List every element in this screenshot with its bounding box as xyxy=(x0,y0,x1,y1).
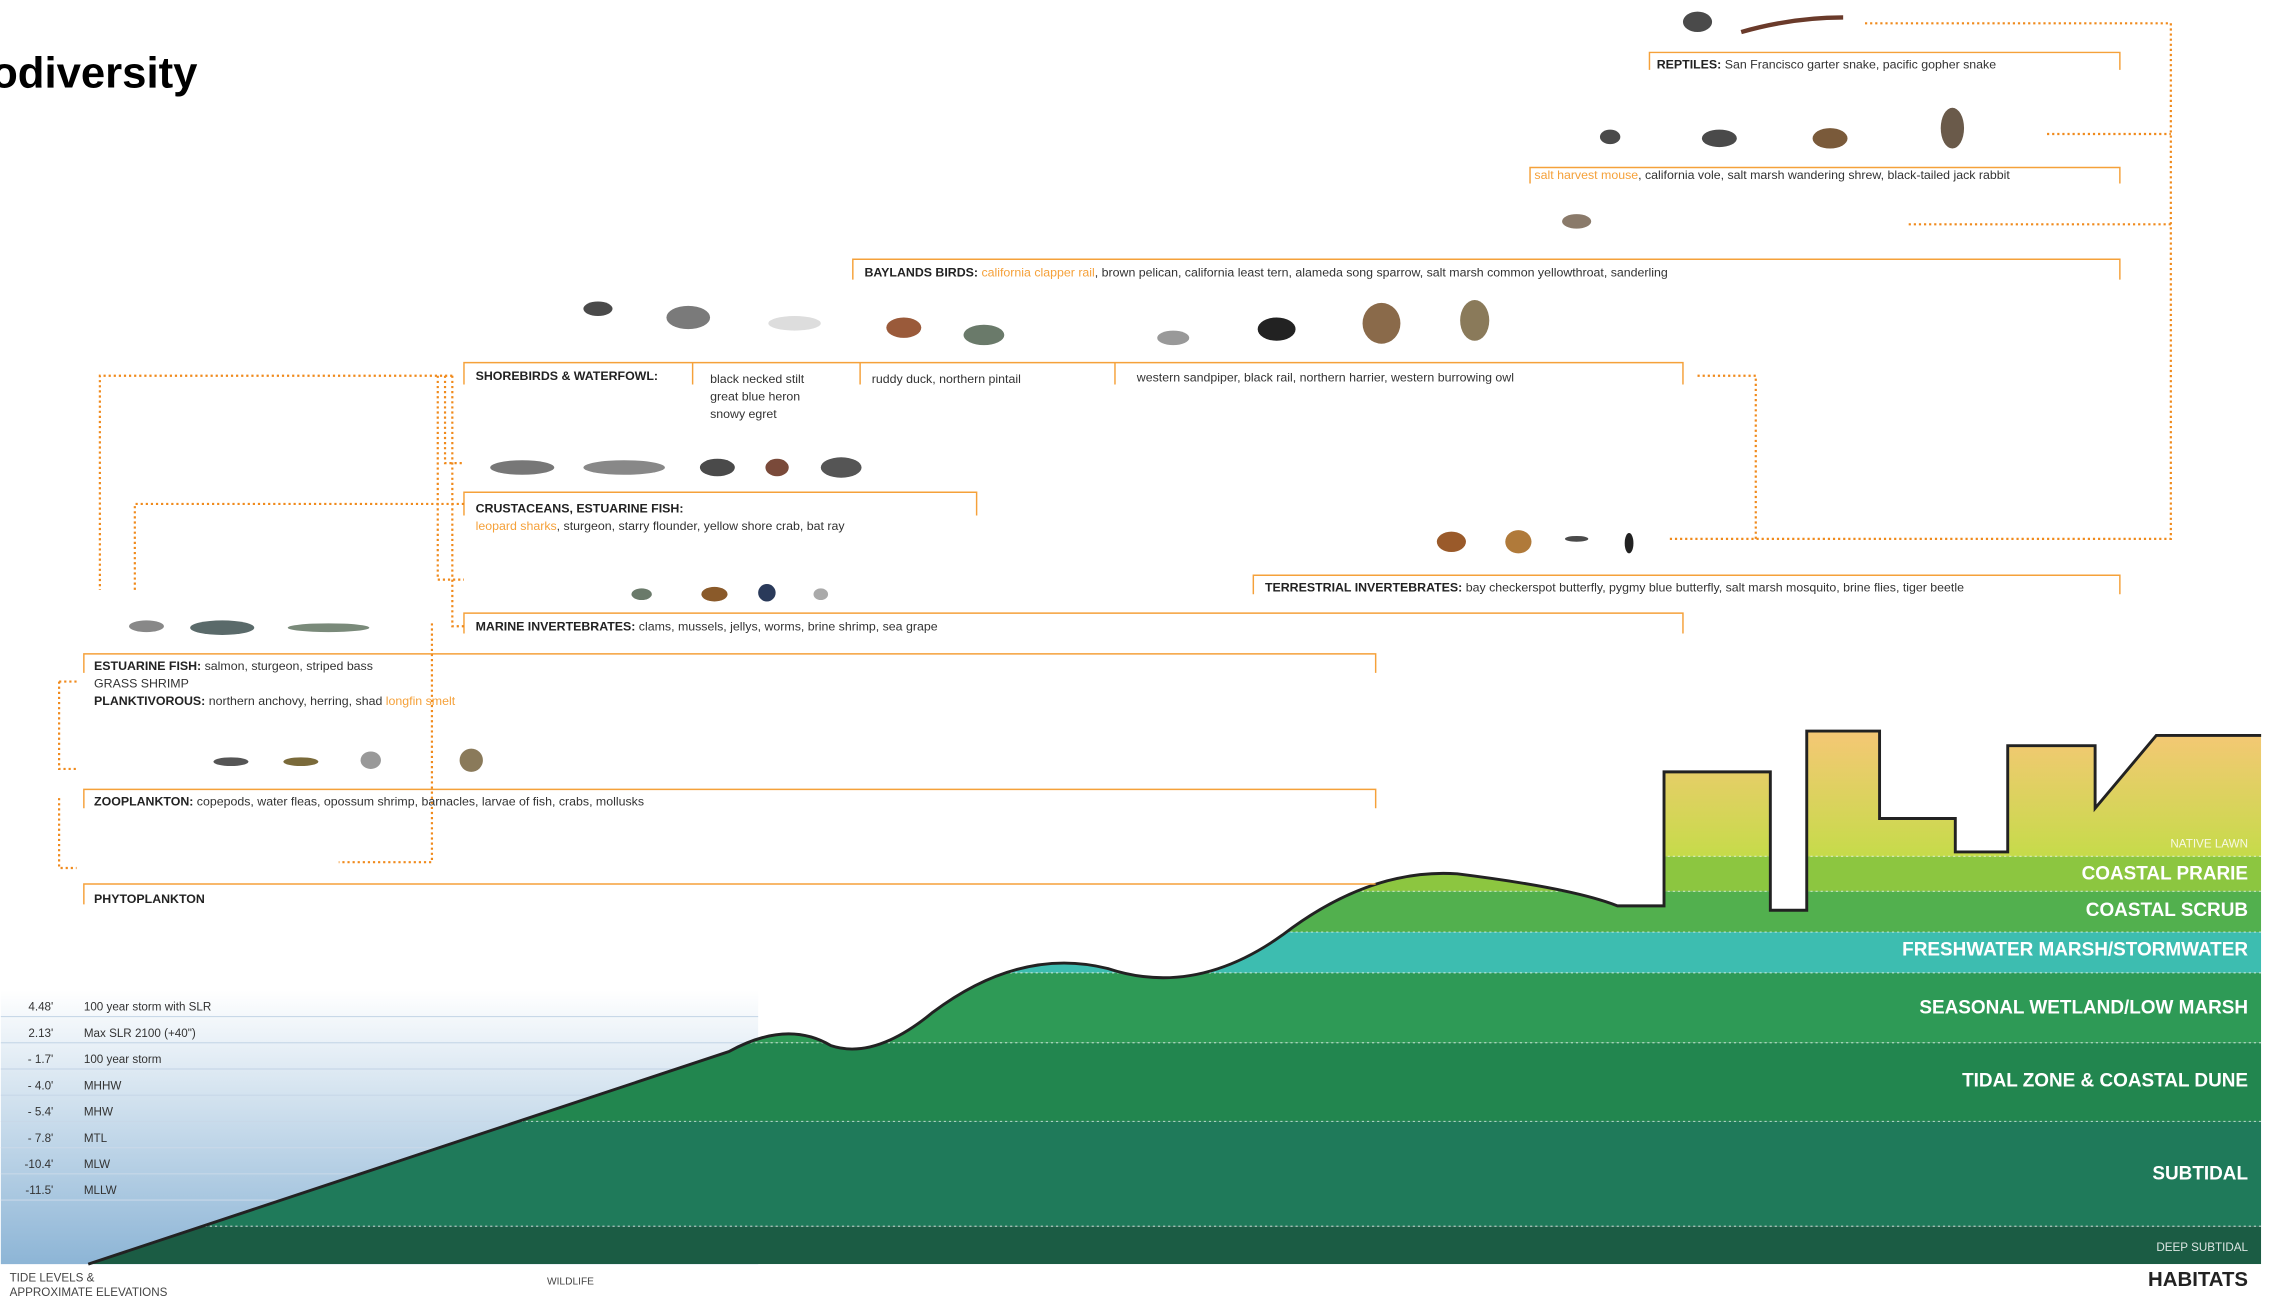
species: copepods, water fleas, opossum shrimp, b… xyxy=(197,794,644,808)
highlight: california clapper rail xyxy=(981,266,1094,280)
group-label: SHOREBIRDS & WATERFOWL: xyxy=(476,369,658,383)
title: Biodiversity xyxy=(0,48,198,97)
reptiles: REPTILES: San Francisco garter snake, pa… xyxy=(1657,57,1996,71)
tide-name: MHW xyxy=(84,1106,113,1119)
tide-elevation: -10.4' xyxy=(25,1158,54,1171)
species: , california vole, salt marsh wandering … xyxy=(1638,168,2010,182)
tide-name: MHHW xyxy=(84,1079,122,1092)
baylands-birds: BAYLANDS BIRDS: california clapper rail,… xyxy=(864,266,1667,280)
highlight: salt harvest mouse xyxy=(1534,168,1638,182)
tide-name: MLW xyxy=(84,1158,110,1171)
habitat-band xyxy=(1,728,2273,856)
habitat-band xyxy=(1,856,2273,891)
zooplankton: ZOOPLANKTON: copepods, water fleas, opos… xyxy=(94,794,644,808)
tide-elevation: - 5.4' xyxy=(28,1106,54,1119)
group-label: CRUSTACEANS, ESTUARINE FISH: xyxy=(476,502,684,516)
terrestrial: TERRESTRIAL INVERTEBRATES: bay checkersp… xyxy=(1265,580,1964,594)
page: Biodiversity 4.48' 100 year storm with SL… xyxy=(0,0,2278,1302)
habitat-label: SEASONAL WETLAND/LOW MARSH xyxy=(1919,998,2248,1019)
species: snowy egret xyxy=(710,407,777,421)
footer-tide: APPROXIMATE ELEVATIONS xyxy=(10,1286,168,1299)
species: San Francisco garter snake, pacific goph… xyxy=(1725,57,1996,71)
footer-tide: TIDE LEVELS & xyxy=(10,1272,95,1285)
crustaceans: leopard sharks, sturgeon, starry flounde… xyxy=(476,519,846,533)
habitat-label: SUBTIDAL xyxy=(2152,1164,2248,1185)
habitat-band xyxy=(1,891,2273,932)
wildlife-icons xyxy=(129,12,1964,772)
habitat-label: NATIVE LAWN xyxy=(2170,838,2248,851)
estuarine-fish: ESTUARINE FISH: salmon, sturgeon, stripe… xyxy=(94,659,373,673)
highlight: longfin smelt xyxy=(386,694,456,708)
planktivorous: PLANKTIVOROUS: northern anchovy, herring… xyxy=(94,694,456,708)
group-label: ESTUARINE FISH: xyxy=(94,659,201,673)
footer-wildlife: WILDLIFE xyxy=(547,1277,594,1288)
habitat-label: COASTAL PRARIE xyxy=(2082,864,2248,885)
tide-name: 100 year storm with SLR xyxy=(84,1001,211,1014)
species: black necked stilt xyxy=(710,372,805,386)
habitat-label: FRESHWATER MARSH/STORMWATER xyxy=(1902,939,2248,960)
species: ruddy duck, northern pintail xyxy=(872,372,1021,386)
tide-name: MLLW xyxy=(84,1184,117,1197)
species: northern anchovy, herring, shad xyxy=(209,694,383,708)
group-label: PHYTOPLANKTON xyxy=(94,892,205,906)
tide-elevation: -11.5' xyxy=(25,1184,53,1197)
tide-name: MTL xyxy=(84,1132,108,1145)
group-label: BAYLANDS BIRDS: xyxy=(864,266,978,280)
species: , sturgeon, starry flounder, yellow shor… xyxy=(557,519,846,533)
group-label: ZOOPLANKTON: xyxy=(94,794,193,808)
species: salmon, sturgeon, striped bass xyxy=(205,659,373,673)
habitat-label: DEEP SUBTIDAL xyxy=(2156,1241,2248,1254)
footer-habitats: HABITATS xyxy=(2148,1269,2248,1291)
tide-elevation: - 4.0' xyxy=(28,1079,54,1092)
tide-elevation: 4.48' xyxy=(28,1001,53,1014)
tide-name: 100 year storm xyxy=(84,1053,162,1066)
tide-elevation: 2.13' xyxy=(28,1027,53,1040)
species: clams, mussels, jellys, worms, brine shr… xyxy=(639,620,938,634)
highlight: leopard sharks xyxy=(476,519,557,533)
grass-shrimp: GRASS SHRIMP xyxy=(94,676,189,690)
tide-elevation: - 1.7' xyxy=(28,1053,54,1066)
tide-name: Max SLR 2100 (+40") xyxy=(84,1027,196,1040)
species: western sandpiper, black rail, northern … xyxy=(1136,371,1514,385)
tide-elevation: - 7.8' xyxy=(28,1132,54,1145)
group-label: PLANKTIVOROUS: xyxy=(94,694,205,708)
diagram: Biodiversity 4.48' 100 year storm with SL… xyxy=(0,0,2278,1302)
species: bay checkerspot butterfly, pygmy blue bu… xyxy=(1466,580,1964,594)
group-label: REPTILES: xyxy=(1657,57,1722,71)
habitat-label: COASTAL SCRUB xyxy=(2086,900,2248,921)
habitat-band xyxy=(1,1226,2273,1267)
species: , brown pelican, california least tern, … xyxy=(1095,266,1668,280)
marine: MARINE INVERTEBRATES: clams, mussels, je… xyxy=(476,620,938,634)
species: great blue heron xyxy=(710,390,800,404)
mammals: salt harvest mouse, california vole, sal… xyxy=(1534,168,2010,182)
group-label: MARINE INVERTEBRATES: xyxy=(476,620,636,634)
group-label: TERRESTRIAL INVERTEBRATES: xyxy=(1265,580,1462,594)
habitat-label: TIDAL ZONE & COASTAL DUNE xyxy=(1962,1070,2248,1091)
